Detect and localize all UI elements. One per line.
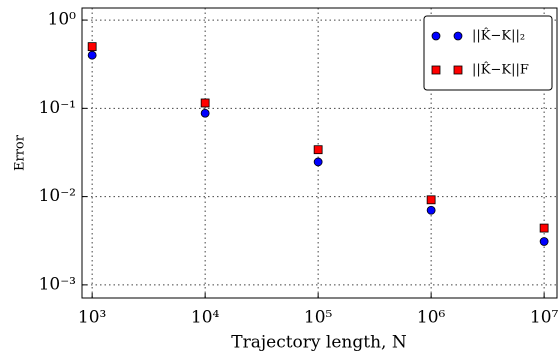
x-tick-label: 10³ xyxy=(78,308,106,328)
x-axis-label: Trajectory length, N xyxy=(231,333,407,353)
marker xyxy=(431,31,441,41)
marker xyxy=(539,237,549,246)
y-axis-label: Error xyxy=(13,134,28,171)
y-tick-label: 10⁻² xyxy=(39,186,76,206)
marker xyxy=(426,195,436,205)
y-tick-label: 10⁰ xyxy=(48,10,77,30)
marker xyxy=(87,50,97,60)
x-tick-label: 10⁵ xyxy=(304,308,333,328)
x-tick-label: 10⁷ xyxy=(530,308,558,328)
marker xyxy=(539,223,549,233)
marker xyxy=(431,65,441,75)
x-tick-label: 10⁶ xyxy=(417,308,446,328)
legend-label: ||K̂−K||F xyxy=(472,61,529,77)
legend-label: ||K̂−K||₂ xyxy=(472,27,525,43)
marker xyxy=(453,65,463,75)
marker xyxy=(200,98,210,108)
y-tick-label: 10⁻¹ xyxy=(39,98,76,118)
marker xyxy=(313,145,323,155)
marker xyxy=(200,108,210,118)
x-tick-label: 10⁴ xyxy=(191,308,220,328)
plot-frame xyxy=(81,7,558,299)
marker xyxy=(87,42,97,52)
legend-box xyxy=(423,15,553,91)
marker xyxy=(426,205,436,215)
y-tick-label: 10⁻³ xyxy=(39,274,76,294)
marker xyxy=(453,31,463,41)
marker xyxy=(313,157,323,167)
